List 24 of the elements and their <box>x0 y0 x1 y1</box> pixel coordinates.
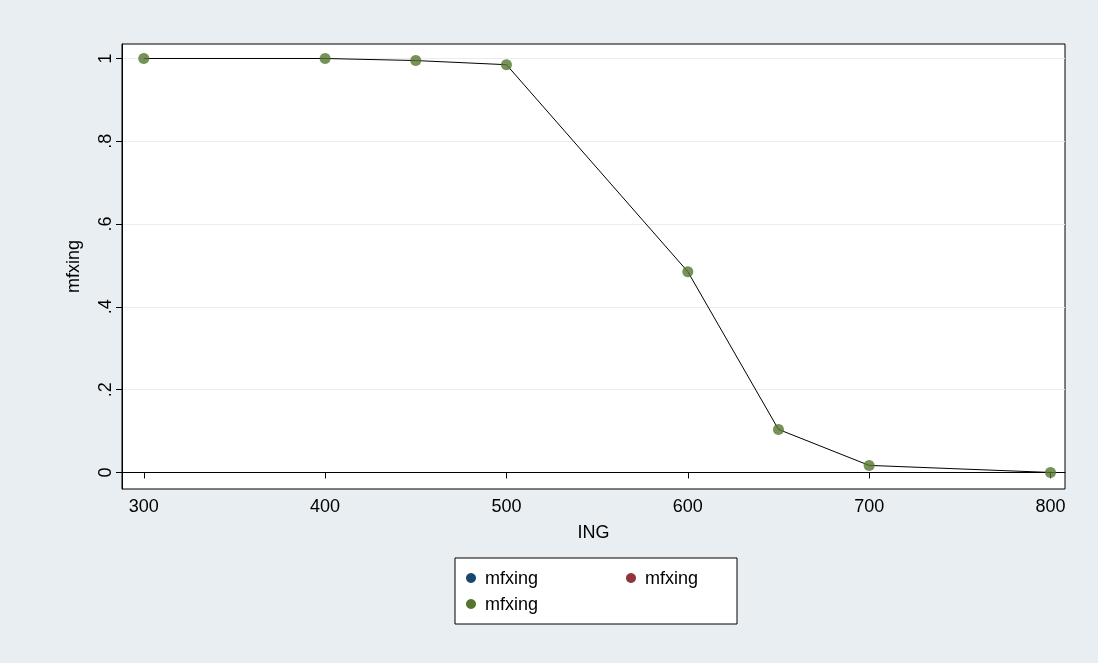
legend-label: mfxing <box>645 568 699 588</box>
point <box>772 423 784 435</box>
x-tick-label: 600 <box>672 496 703 516</box>
y-axis-title: mfxing <box>63 239 83 294</box>
x-tick-label: 800 <box>1035 496 1066 516</box>
legend-label: mfxing <box>485 594 539 614</box>
x-axis-title: ING <box>577 522 610 542</box>
point <box>410 55 422 67</box>
y-tick-label: .8 <box>95 133 115 149</box>
x-tick-label: 400 <box>310 496 341 516</box>
point <box>863 459 875 471</box>
y-tick-label: .6 <box>95 216 115 232</box>
legend-label: mfxing <box>485 568 539 588</box>
point <box>500 59 512 71</box>
y-tick-label: .4 <box>95 299 115 315</box>
x-tick-label: 500 <box>491 496 522 516</box>
y-tick-label: 0 <box>95 467 115 478</box>
point <box>319 52 331 64</box>
y-tick-label: 1 <box>95 53 115 64</box>
y-tick-label: .2 <box>95 382 115 398</box>
x-tick-label: 700 <box>854 496 885 516</box>
point <box>138 52 150 64</box>
point <box>682 266 694 278</box>
x-tick-label: 300 <box>128 496 159 516</box>
